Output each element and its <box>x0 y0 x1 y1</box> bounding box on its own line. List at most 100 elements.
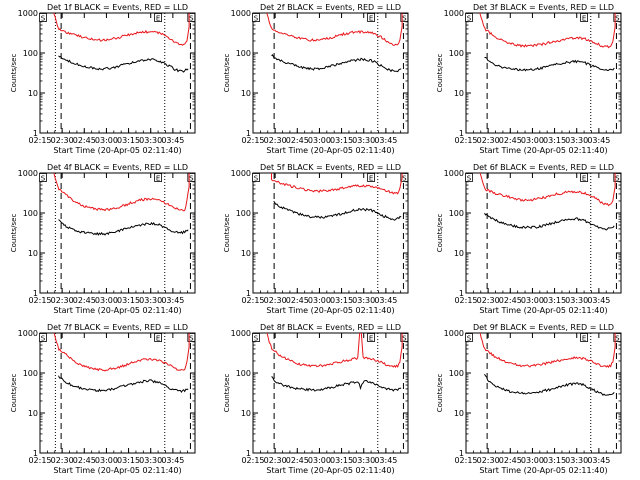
marker-flag-box <box>252 333 260 342</box>
y-tick-label: 100 <box>23 49 38 58</box>
x-axis: 02:15 02:30 02:45 03:00 03:15 03:30 03:45 <box>241 13 409 145</box>
plot-frame <box>465 332 622 454</box>
detector-panel: Det 9f BLACK = Events, RED = LLD 1 10 100 10… <box>436 323 622 475</box>
panel-title: Det 9f BLACK = Events, RED = LLD <box>473 323 614 332</box>
x-tick-label: 02:30 <box>51 456 74 465</box>
detector-panel: Det 5f BLACK = Events, RED = LLD 1 10 100 10… <box>223 163 409 315</box>
x-tick-label: 03:30 <box>352 136 375 145</box>
x-tick-label: 03:30 <box>352 456 375 465</box>
x-tick-label: 03:45 <box>587 296 610 305</box>
y-tick-label: 1000 <box>444 329 464 338</box>
x-tick-label: 03:45 <box>587 136 610 145</box>
events-series-line <box>273 200 402 221</box>
x-tick-label: 03:00 <box>521 456 544 465</box>
marker-flag-box <box>580 333 589 342</box>
detector-panel: Det 2f BLACK = Events, RED = LLD 1 10 100 10… <box>223 3 409 155</box>
x-tick-label: 03:00 <box>308 456 331 465</box>
y-tick-label: 100 <box>236 369 251 378</box>
events-series-line <box>58 219 189 236</box>
detector-panel: Det 1f BLACK = Events, RED = LLD 1 10 100 10… <box>10 3 196 155</box>
y-tick-label: 1000 <box>231 169 251 178</box>
y-tick-label: 1 <box>459 289 464 298</box>
marker-flag-box <box>400 173 409 182</box>
y-tick-label: 100 <box>23 209 38 218</box>
x-tick-label: 02:30 <box>477 456 500 465</box>
x-tick-label: 02:45 <box>499 136 522 145</box>
x-axis: 02:15 02:30 02:45 03:00 03:15 03:30 03:45 <box>28 333 196 465</box>
marker-flag-label: E <box>369 335 373 343</box>
y-axis-label: Counts/sec <box>436 54 444 93</box>
y-axis-label: Counts/sec <box>223 374 231 413</box>
y-tick-label: 10 <box>454 409 464 418</box>
marker-flag-box <box>187 333 196 342</box>
x-tick-label: 02:30 <box>264 296 287 305</box>
marker-flag-label: S <box>254 175 259 183</box>
y-axis-label: Counts/sec <box>10 54 18 93</box>
y-tick-label: 100 <box>449 209 464 218</box>
marker-flag-label: S <box>615 175 620 183</box>
marker-flag-box <box>465 333 473 342</box>
marker-flag-label: S <box>189 175 194 183</box>
events-series-line <box>484 57 615 72</box>
marker-flag-box <box>252 173 260 182</box>
x-tick-label: 02:45 <box>73 296 96 305</box>
x-tick-label: 03:45 <box>587 456 610 465</box>
x-tick-label: 02:45 <box>499 456 522 465</box>
panel-title: Det 5f BLACK = Events, RED = LLD <box>260 163 401 172</box>
x-tick-label: 02:15 <box>454 456 477 465</box>
y-tick-label: 1000 <box>444 169 464 178</box>
marker-flag-box <box>465 13 473 22</box>
panel-title: Det 6f BLACK = Events, RED = LLD <box>473 163 614 172</box>
marker-flag-label: S <box>467 15 472 23</box>
y-axis: 1 10 100 1000 <box>18 9 195 138</box>
panel-title: Det 4f BLACK = Events, RED = LLD <box>47 163 188 172</box>
x-axis: 02:15 02:30 02:45 03:00 03:15 03:30 03:45 <box>28 173 196 305</box>
events-series-line <box>271 376 402 392</box>
y-axis: 1 10 100 1000 <box>231 329 408 458</box>
x-tick-label: 03:15 <box>330 456 353 465</box>
marker-flag-label: S <box>402 15 407 23</box>
marker-flag-box <box>613 333 622 342</box>
x-tick-label: 02:15 <box>28 136 51 145</box>
x-tick-label: 03:00 <box>95 136 118 145</box>
y-tick-label: 10 <box>28 89 38 98</box>
y-tick-label: 10 <box>28 249 38 258</box>
y-tick-label: 10 <box>241 89 251 98</box>
y-tick-label: 1 <box>246 449 251 458</box>
x-tick-label: 03:45 <box>374 136 397 145</box>
plot-frame <box>465 12 622 134</box>
x-tick-label: 02:45 <box>286 136 309 145</box>
plot-frame <box>252 172 409 294</box>
x-axis-label: Start Time (20-Apr-05 02:11:40) <box>266 146 394 155</box>
x-tick-label: 03:00 <box>521 296 544 305</box>
plot-frame <box>39 172 196 294</box>
marker-flag-box <box>39 173 47 182</box>
marker-flag-box <box>613 173 622 182</box>
x-tick-label: 03:15 <box>117 296 140 305</box>
detector-panel: Det 6f BLACK = Events, RED = LLD 1 10 100 10… <box>436 163 622 315</box>
marker-flag-box <box>187 173 196 182</box>
x-tick-label: 03:15 <box>330 136 353 145</box>
marker-flag-box <box>39 13 47 22</box>
events-series-line <box>271 54 402 73</box>
x-tick-label: 03:30 <box>352 296 375 305</box>
panel-title: Det 2f BLACK = Events, RED = LLD <box>260 3 401 12</box>
y-tick-label: 10 <box>241 409 251 418</box>
lld-series-line <box>479 173 616 207</box>
plot-frame <box>39 332 196 454</box>
y-tick-label: 1 <box>33 449 38 458</box>
x-tick-label: 02:45 <box>499 296 522 305</box>
x-axis-label: Start Time (20-Apr-05 02:11:40) <box>479 466 607 475</box>
x-tick-label: 03:00 <box>95 456 118 465</box>
marker-flag-label: S <box>189 15 194 23</box>
y-axis: 1 10 100 1000 <box>444 9 621 138</box>
marker-flag-label: S <box>615 15 620 23</box>
y-tick-label: 10 <box>241 249 251 258</box>
y-axis-label: Counts/sec <box>223 214 231 253</box>
x-tick-label: 02:15 <box>454 136 477 145</box>
plot-frame <box>465 172 622 294</box>
marker-flag-label: E <box>582 15 586 23</box>
x-tick-label: 02:45 <box>73 456 96 465</box>
x-axis-label: Start Time (20-Apr-05 02:11:40) <box>479 146 607 155</box>
x-tick-label: 03:30 <box>139 136 162 145</box>
